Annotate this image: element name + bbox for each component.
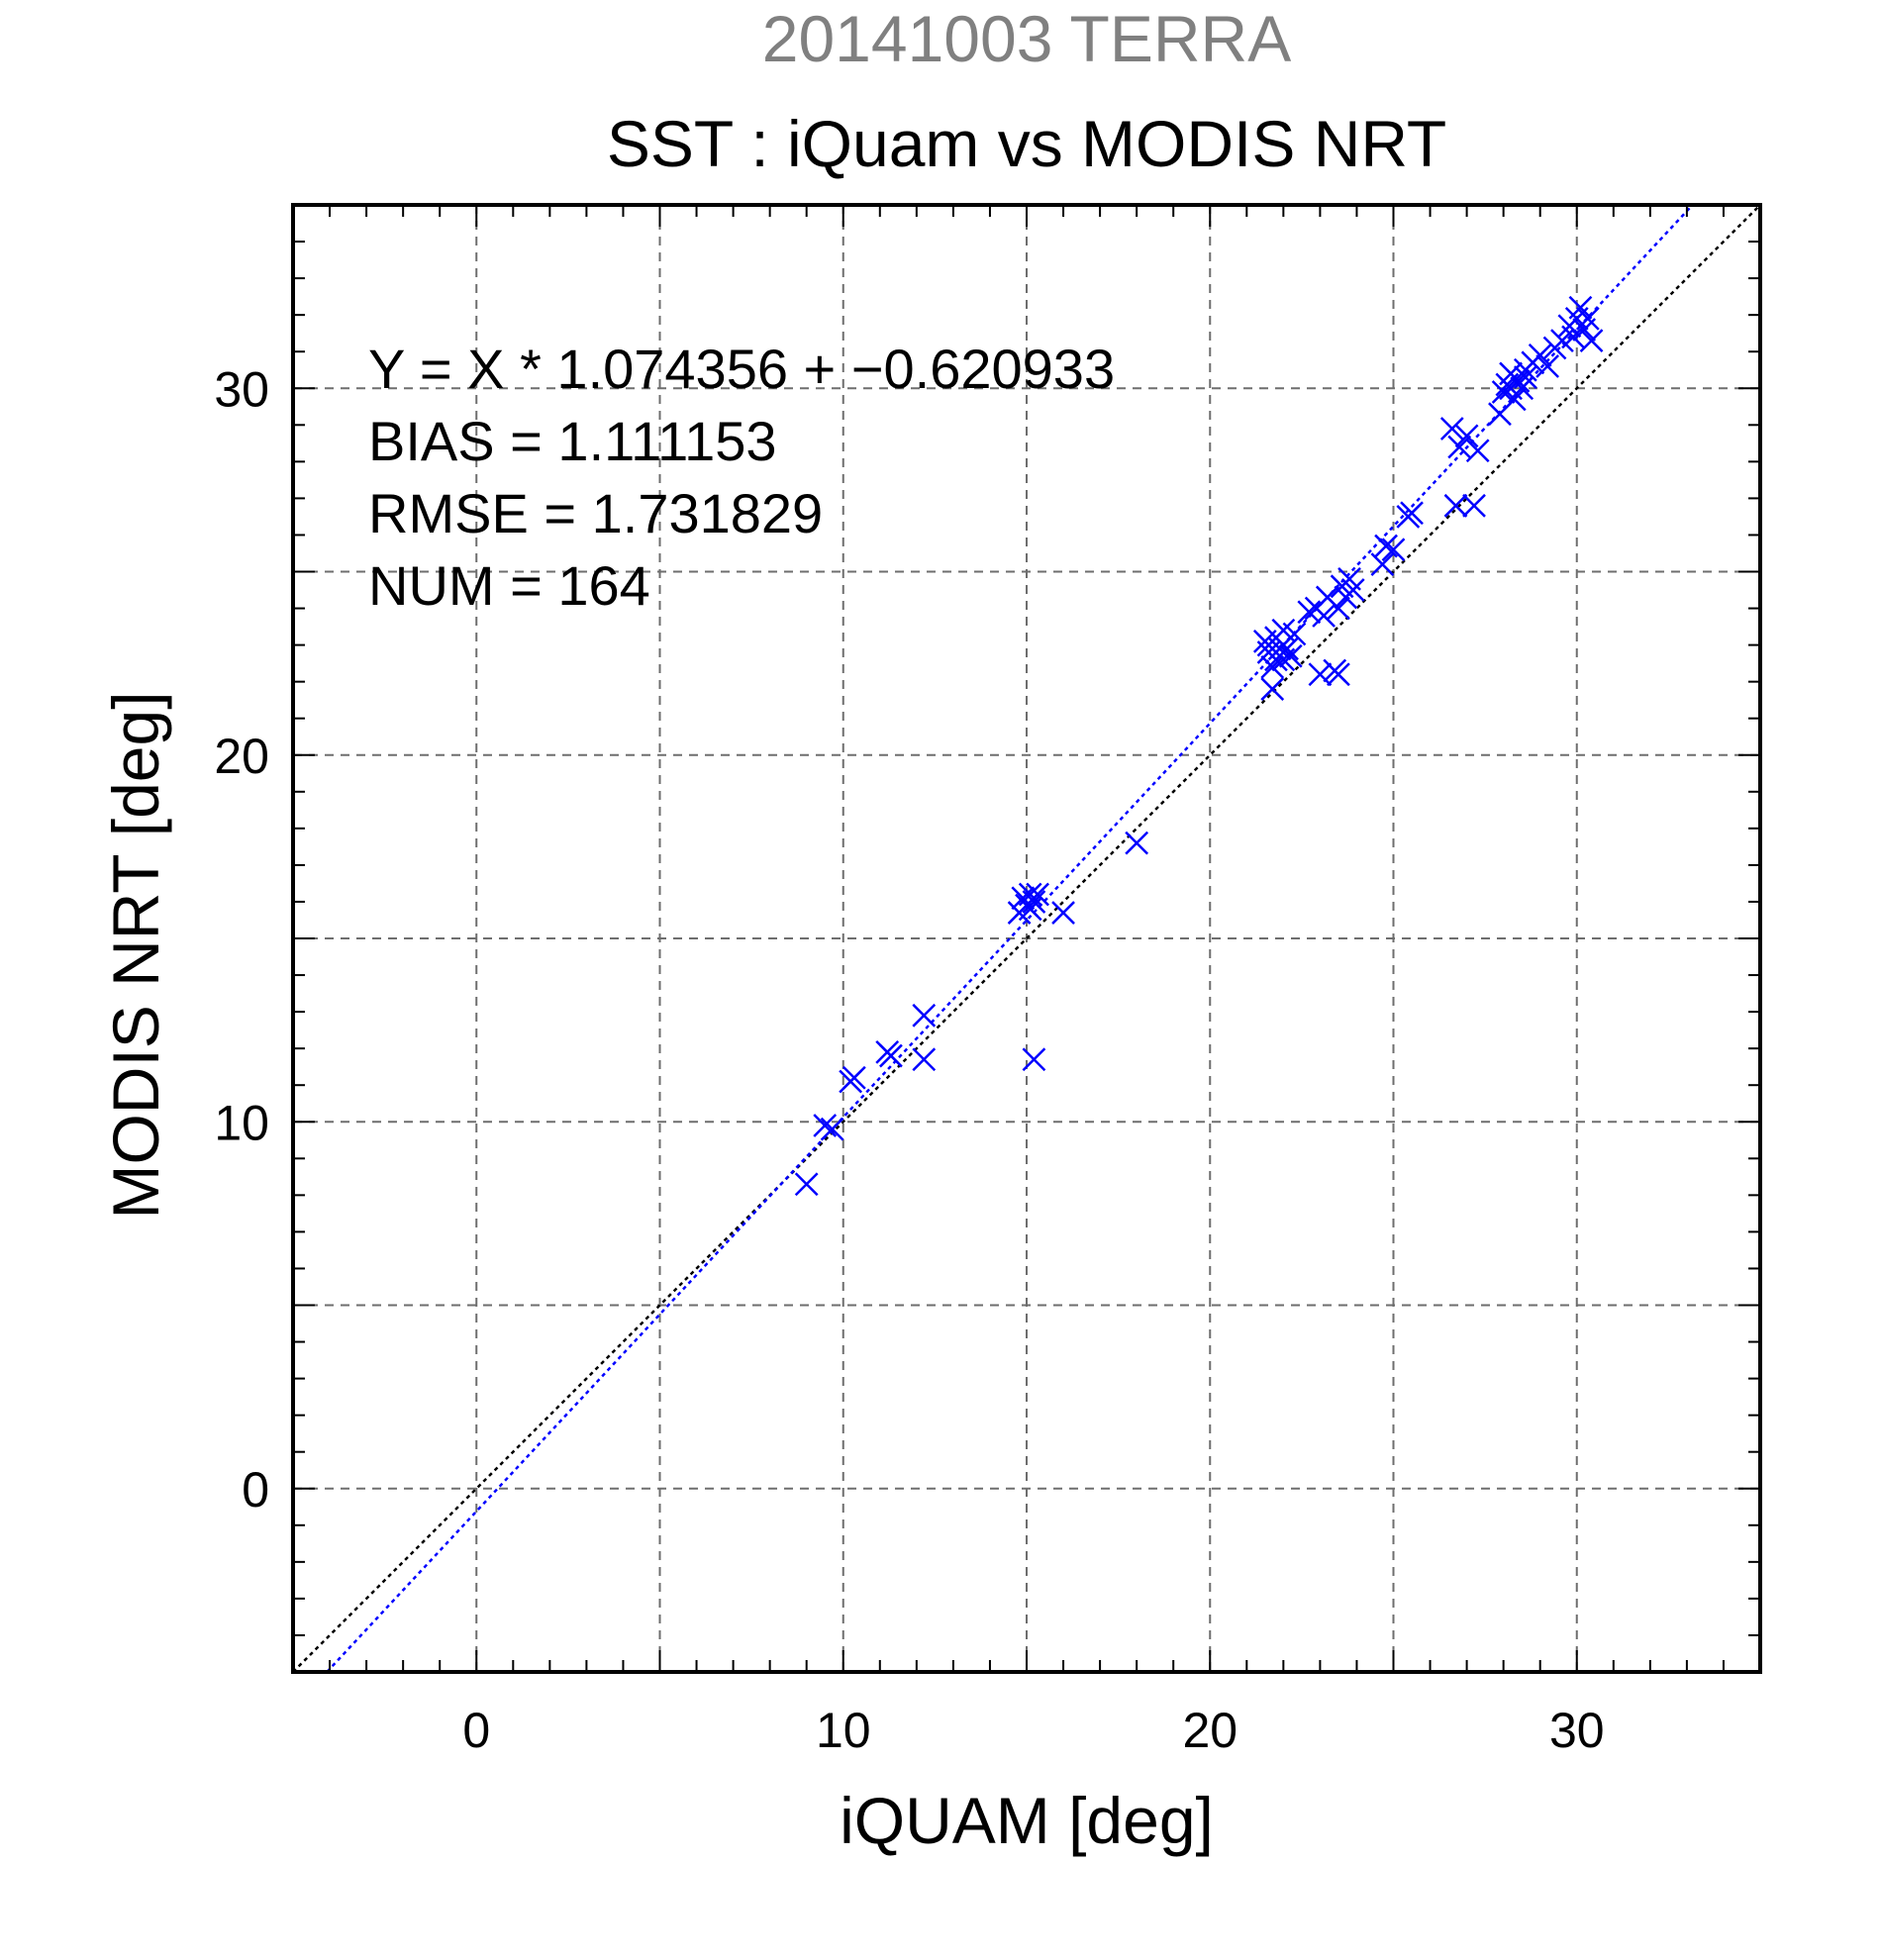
data-point: [813, 1114, 838, 1137]
plot-frame: [291, 203, 1762, 1674]
data-point: [1278, 643, 1303, 668]
data-point: [1256, 633, 1281, 657]
data-point: [1312, 604, 1336, 628]
data-point: [1465, 439, 1490, 463]
data-point: [1462, 493, 1486, 518]
data-point: [1575, 306, 1600, 331]
data-point: [820, 1117, 844, 1141]
reference-lines: [292, 204, 1761, 1673]
data-point: [842, 1065, 866, 1090]
y-tick-label: 20: [214, 729, 269, 784]
fit-statistic-line: NUM = 164: [368, 554, 650, 617]
data-point: [1018, 897, 1042, 922]
y-axis-label: MODIS NRT [deg]: [99, 691, 172, 1219]
y-tick-label: 10: [214, 1095, 269, 1150]
data-point: [1125, 831, 1149, 855]
data-point: [1370, 552, 1395, 576]
data-points: [794, 295, 1604, 1197]
data-point: [1499, 376, 1523, 401]
data-point: [912, 1047, 937, 1072]
data-point: [1439, 417, 1464, 441]
data-point: [1561, 325, 1585, 349]
data-point: [1400, 501, 1424, 526]
data-point: [1308, 662, 1333, 687]
data-point: [1264, 647, 1288, 672]
data-point: [1022, 1047, 1046, 1072]
data-point: [1297, 600, 1322, 625]
reference-line: [326, 204, 1694, 1673]
data-point: [1381, 538, 1406, 562]
data-point: [1447, 435, 1472, 459]
data-point: [1454, 424, 1479, 448]
x-tick-label: 30: [1549, 1703, 1605, 1758]
data-point: [1568, 295, 1593, 320]
data-point: [1513, 357, 1537, 382]
data-point: [1535, 354, 1559, 378]
tick-labels: 0 10 20 30 0 10 20 30: [214, 361, 1604, 1758]
chart-supertitle: 20141003 TERRA: [762, 2, 1291, 75]
data-point: [912, 1003, 937, 1028]
data-point: [1327, 596, 1350, 621]
x-axis-label: iQUAM [deg]: [840, 1784, 1214, 1857]
chart-title: SST : iQuam vs MODIS NRT: [607, 107, 1446, 180]
fit-statistic-line: RMSE = 1.731829: [368, 482, 823, 544]
data-point: [1022, 890, 1046, 914]
x-tick-label: 10: [816, 1703, 871, 1758]
data-point: [1491, 380, 1516, 404]
data-point: [1260, 654, 1285, 679]
fit-statistic-line: BIAS = 1.111153: [368, 410, 777, 472]
data-point: [794, 1172, 819, 1197]
y-tick-label: 30: [214, 361, 269, 417]
data-point: [1260, 677, 1285, 701]
data-point: [1340, 578, 1365, 602]
data-point: [1513, 365, 1537, 390]
fit-statistics: Y = X * 1.074356 + −0.620933 BIAS = 1.111…: [368, 338, 1115, 617]
data-point: [879, 1043, 903, 1068]
y-tick-label: 0: [242, 1462, 269, 1518]
reference-line: [292, 204, 1761, 1673]
x-tick-label: 20: [1182, 1703, 1238, 1758]
data-point: [1026, 882, 1049, 907]
data-point: [1443, 493, 1468, 518]
data-point: [1579, 329, 1604, 352]
data-point: [1374, 534, 1398, 558]
data-point: [1327, 662, 1350, 687]
x-tick-label: 0: [462, 1703, 490, 1758]
data-point: [1051, 901, 1075, 925]
fit-statistic-line: Y = X * 1.074356 + −0.620933: [368, 338, 1115, 400]
